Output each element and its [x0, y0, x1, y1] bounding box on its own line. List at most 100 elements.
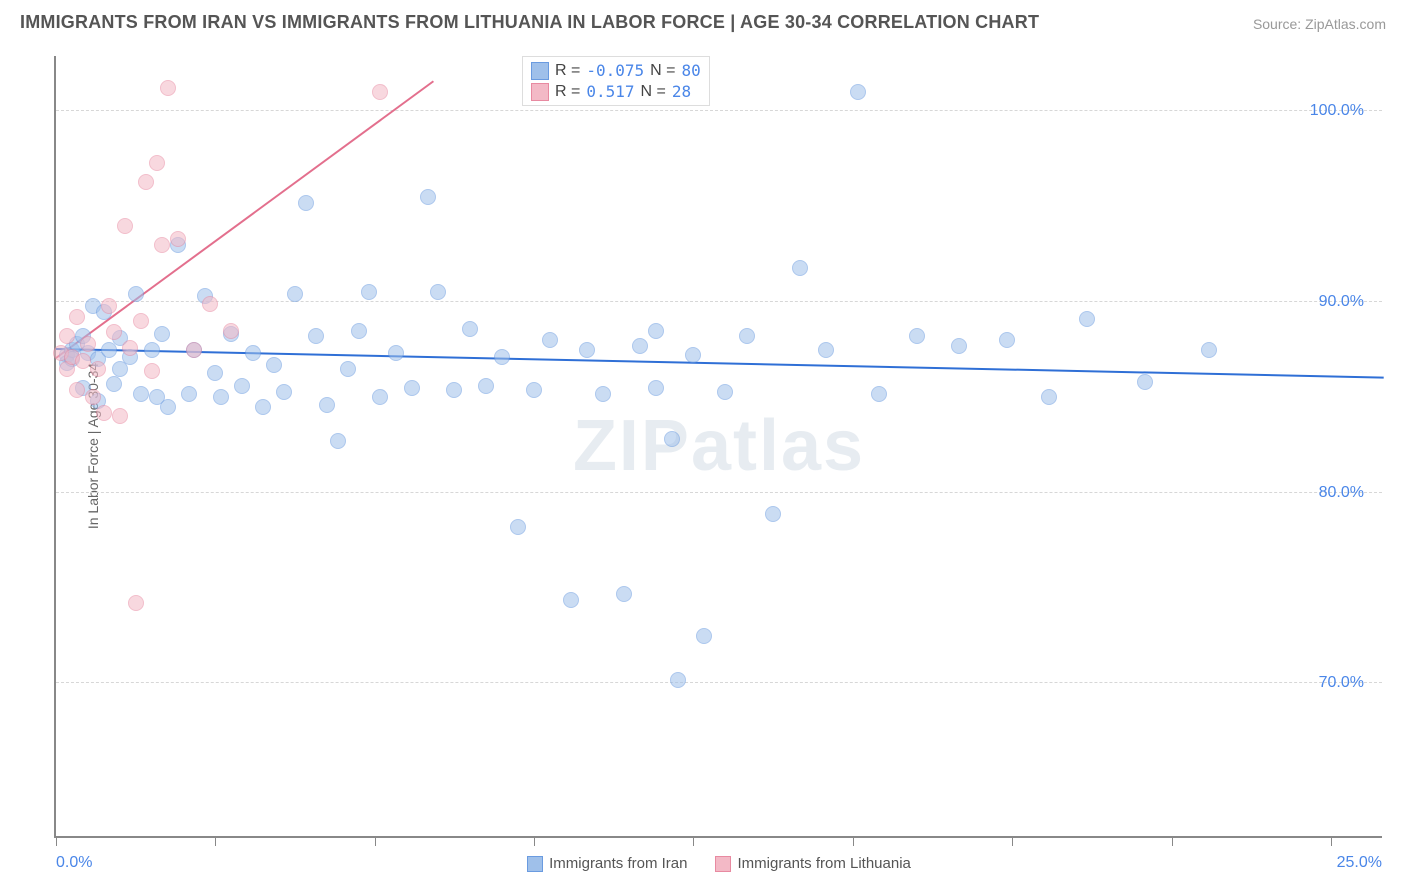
legend-r-value: -0.075 [586, 61, 644, 80]
data-point [245, 345, 261, 361]
data-point [223, 323, 239, 339]
legend-swatch [527, 856, 543, 872]
data-point [420, 189, 436, 205]
x-tick [693, 836, 694, 846]
data-point [616, 586, 632, 602]
data-point [717, 384, 733, 400]
data-point [59, 328, 75, 344]
legend-n-value: 28 [672, 82, 691, 101]
legend-n-label: N = [650, 62, 675, 80]
data-point [510, 519, 526, 535]
legend-r-label: R = [555, 62, 580, 80]
data-point [951, 338, 967, 354]
x-tick [1012, 836, 1013, 846]
x-tick [853, 836, 854, 846]
legend-n-label: N = [641, 83, 666, 101]
data-point [494, 349, 510, 365]
series-legend: Immigrants from IranImmigrants from Lith… [56, 855, 1382, 872]
data-point [850, 84, 866, 100]
data-point [202, 296, 218, 312]
y-tick-label: 100.0% [1310, 102, 1364, 120]
data-point [330, 433, 346, 449]
data-point [160, 399, 176, 415]
data-point [75, 353, 91, 369]
data-point [999, 332, 1015, 348]
data-point [80, 336, 96, 352]
data-point [462, 321, 478, 337]
data-point [478, 378, 494, 394]
data-point [106, 324, 122, 340]
legend-r-value: 0.517 [586, 82, 634, 101]
data-point [69, 309, 85, 325]
data-point [128, 286, 144, 302]
data-point [670, 672, 686, 688]
x-tick [56, 836, 57, 846]
data-point [404, 380, 420, 396]
data-point [255, 399, 271, 415]
data-point [186, 342, 202, 358]
data-point [207, 365, 223, 381]
plot-area: ZIPatlas 70.0%80.0%90.0%100.0%0.0%25.0% … [54, 56, 1382, 838]
x-tick [215, 836, 216, 846]
x-tick [375, 836, 376, 846]
x-tick [1331, 836, 1332, 846]
data-point [648, 380, 664, 396]
legend-item: Immigrants from Iran [527, 855, 687, 872]
data-point [122, 340, 138, 356]
data-point [144, 363, 160, 379]
data-point [133, 386, 149, 402]
data-point [138, 174, 154, 190]
data-point [909, 328, 925, 344]
data-point [1201, 342, 1217, 358]
gridline [56, 682, 1382, 683]
legend-n-value: 80 [681, 61, 700, 80]
data-point [154, 237, 170, 253]
data-point [664, 431, 680, 447]
source-attribution: Source: ZipAtlas.com [1253, 16, 1386, 32]
data-point [85, 389, 101, 405]
data-point [430, 284, 446, 300]
data-point [871, 386, 887, 402]
watermark: ZIPatlas [573, 405, 865, 487]
data-point [160, 80, 176, 96]
data-point [144, 342, 160, 358]
data-point [96, 405, 112, 421]
data-point [1079, 311, 1095, 327]
legend-row: R = -0.075 N = 80 [531, 61, 701, 80]
gridline [56, 492, 1382, 493]
data-point [133, 313, 149, 329]
data-point [340, 361, 356, 377]
data-point [648, 323, 664, 339]
data-point [1137, 374, 1153, 390]
data-point [308, 328, 324, 344]
legend-swatch [715, 856, 731, 872]
data-point [526, 382, 542, 398]
data-point [90, 361, 106, 377]
x-tick [534, 836, 535, 846]
data-point [792, 260, 808, 276]
data-point [563, 592, 579, 608]
data-point [298, 195, 314, 211]
gridline [56, 110, 1382, 111]
legend-r-label: R = [555, 83, 580, 101]
data-point [696, 628, 712, 644]
data-point [112, 408, 128, 424]
data-point [765, 506, 781, 522]
data-point [739, 328, 755, 344]
legend-label: Immigrants from Iran [549, 855, 687, 872]
data-point [579, 342, 595, 358]
y-tick-label: 70.0% [1319, 674, 1364, 692]
data-point [234, 378, 250, 394]
data-point [372, 84, 388, 100]
trendline [55, 81, 433, 359]
data-point [101, 298, 117, 314]
data-point [128, 595, 144, 611]
gridline [56, 301, 1382, 302]
data-point [106, 376, 122, 392]
data-point [372, 389, 388, 405]
data-point [181, 386, 197, 402]
y-tick-label: 90.0% [1319, 293, 1364, 311]
legend-swatch [531, 83, 549, 101]
data-point [542, 332, 558, 348]
x-tick [1172, 836, 1173, 846]
